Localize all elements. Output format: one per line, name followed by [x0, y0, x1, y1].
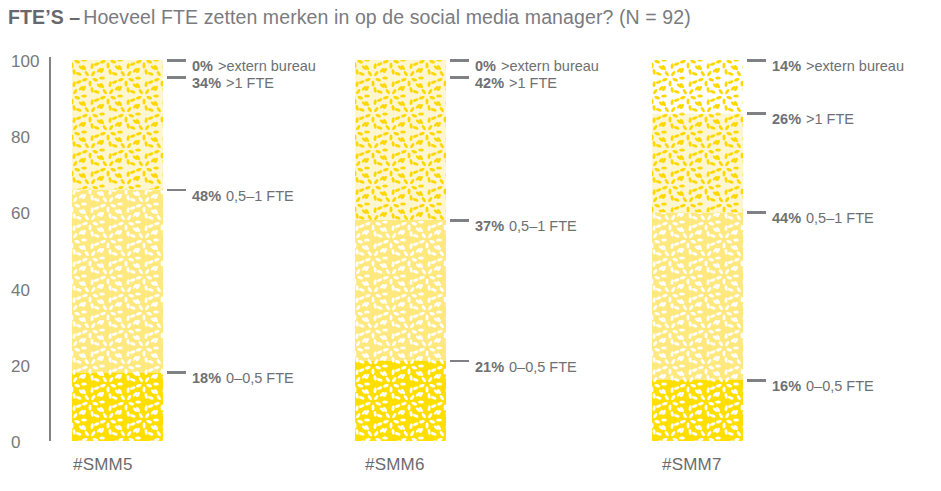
segment-percent: 44% — [772, 210, 801, 226]
segment-percent: 18% — [192, 370, 221, 386]
segment-percent: 0% — [475, 58, 496, 74]
callout-tick — [747, 379, 766, 382]
callout-tick — [450, 360, 469, 363]
segment-percent: 21% — [475, 359, 504, 375]
y-axis-tick-label: 60 — [11, 204, 54, 224]
segment-percent: 0% — [192, 58, 213, 74]
segment-percent: 14% — [772, 58, 801, 74]
callout-tick — [747, 59, 766, 62]
callout-tick — [747, 211, 766, 214]
y-axis-tick-label: 0 — [11, 433, 54, 453]
segment-annotation: 14%>extern bureau — [772, 57, 904, 75]
segment-percent: 16% — [772, 378, 801, 394]
callout-tick — [450, 76, 469, 79]
callout-tick — [747, 112, 766, 115]
x-axis-category-label: #SMM6 — [365, 455, 425, 475]
segment-annotation: 34%>1 FTE — [192, 74, 274, 92]
segment-annotation: 16%0–0,5 FTE — [772, 377, 874, 395]
callout-tick — [450, 59, 469, 62]
bar-segment — [72, 60, 163, 190]
bar-segment — [652, 212, 743, 380]
x-axis-category-label: #SMM7 — [662, 455, 722, 475]
segment-percent: 42% — [475, 75, 504, 91]
bar-segment — [72, 372, 163, 441]
stacked-bar-smm5 — [72, 60, 163, 441]
y-axis-tick-label: 40 — [11, 281, 54, 301]
segment-annotation: 18%0–0,5 FTE — [192, 369, 294, 387]
segment-percent: 26% — [772, 111, 801, 127]
y-axis-tick-label: 80 — [11, 128, 54, 148]
bar-segment — [652, 380, 743, 441]
segment-percent: 37% — [475, 218, 504, 234]
segment-annotation: 44%0,5–1 FTE — [772, 209, 874, 227]
callout-tick — [450, 219, 469, 222]
x-axis-category-label: #SMM5 — [73, 455, 133, 475]
y-axis-tick-label: 20 — [11, 357, 54, 377]
segment-annotation: 26%>1 FTE — [772, 110, 854, 128]
bar-segment — [72, 190, 163, 373]
segment-annotation: 37%0,5–1 FTE — [475, 217, 577, 235]
bar-segment — [355, 220, 446, 361]
chart-canvas: FTE’S –Hoeveel FTE zetten merken in op d… — [0, 0, 941, 491]
bar-segment — [652, 60, 743, 113]
bar-segment — [355, 361, 446, 441]
bar-segment — [355, 60, 446, 220]
callout-tick — [167, 371, 186, 374]
y-axis-tick-label: 100 — [11, 52, 54, 72]
y-axis-line — [49, 57, 51, 441]
segment-annotation: 0%>extern bureau — [475, 57, 599, 75]
segment-annotation: 42%>1 FTE — [475, 74, 557, 92]
segment-annotation: 21%0–0,5 FTE — [475, 358, 577, 376]
segment-percent: 34% — [192, 75, 221, 91]
stacked-bar-smm7 — [652, 60, 743, 441]
segment-annotation: 48%0,5–1 FTE — [192, 187, 294, 205]
callout-tick — [167, 59, 186, 62]
segment-percent: 48% — [192, 188, 221, 204]
stacked-bar-smm6 — [355, 60, 446, 441]
callout-tick — [167, 76, 186, 79]
segment-annotation: 0%>extern bureau — [192, 57, 316, 75]
callout-tick — [167, 189, 186, 192]
bar-segment — [652, 113, 743, 212]
plot-area: 0204060801000%>extern bureau34%>1 FTE48%… — [0, 0, 941, 491]
